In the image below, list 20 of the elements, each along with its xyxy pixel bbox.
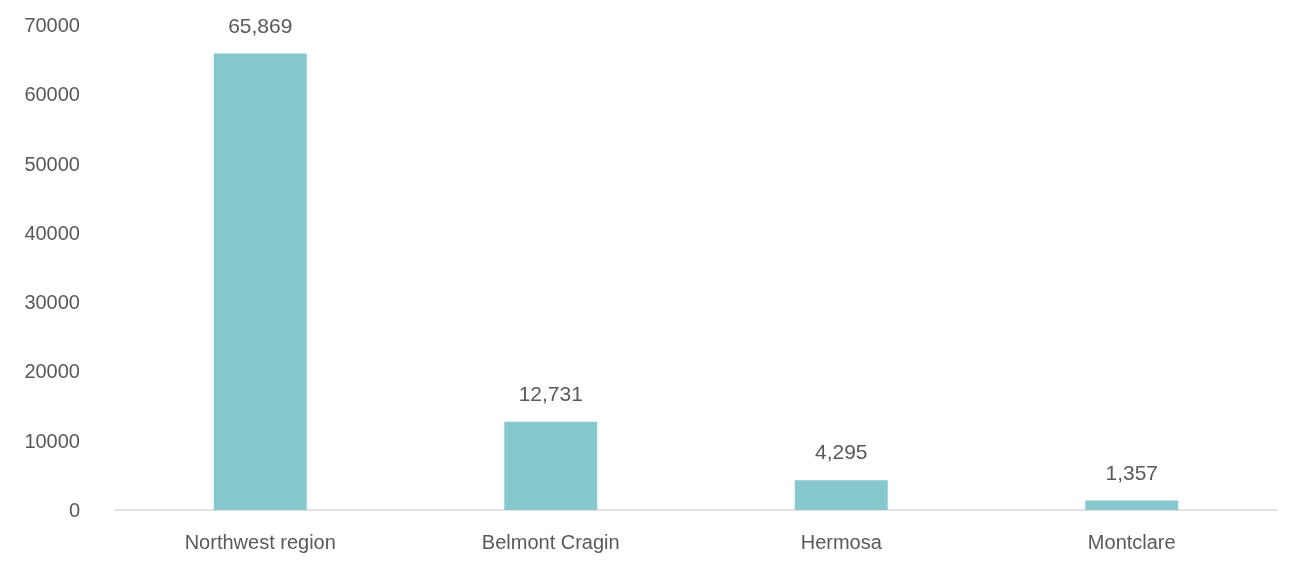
x-tick-label: Montclare xyxy=(1087,531,1176,553)
y-tick-label: 50000 xyxy=(24,152,80,175)
y-tick-label: 20000 xyxy=(24,360,80,383)
x-tick-label: Hermosa xyxy=(800,531,883,553)
x-tick-label: Northwest region xyxy=(184,531,336,553)
data-label: 65,869 xyxy=(228,13,293,37)
bar xyxy=(1085,500,1179,510)
data-label: 12,731 xyxy=(518,381,583,405)
y-tick-label: 40000 xyxy=(24,221,80,244)
data-label: 1,357 xyxy=(1105,460,1159,484)
bar xyxy=(213,53,307,510)
y-tick-label: 60000 xyxy=(24,83,80,106)
y-tick-label: 0 xyxy=(68,499,80,521)
bar xyxy=(504,421,598,510)
bar xyxy=(794,480,888,510)
data-label: 4,295 xyxy=(814,440,868,464)
y-tick-label: 10000 xyxy=(24,429,80,452)
y-tick-label: 30000 xyxy=(24,291,80,314)
y-tick-label: 70000 xyxy=(24,14,80,36)
x-tick-label: Belmont Cragin xyxy=(481,531,620,553)
